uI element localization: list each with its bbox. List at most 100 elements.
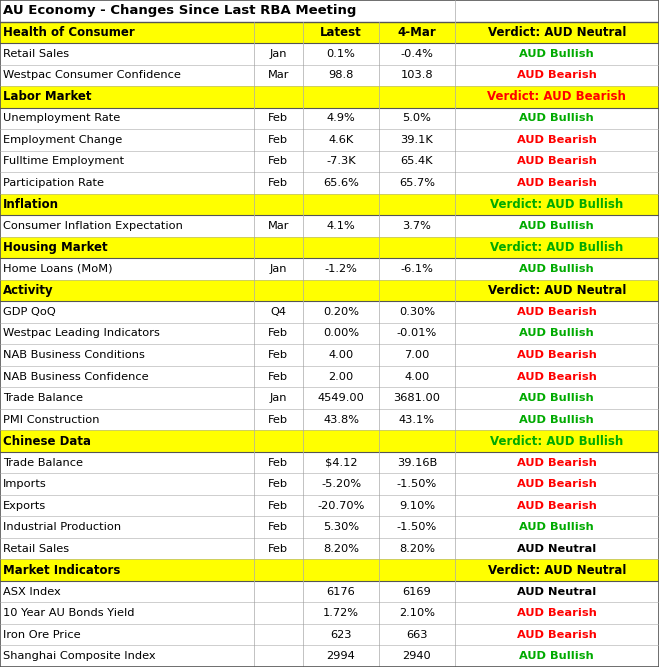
Bar	[455, 624, 659, 646]
Text: 8.20%: 8.20%	[323, 544, 359, 554]
Bar	[0, 129, 455, 151]
Bar	[0, 538, 455, 560]
Bar	[455, 366, 659, 388]
Text: Jan: Jan	[270, 49, 287, 59]
Text: ASX Index: ASX Index	[3, 587, 61, 597]
Text: -0.01%: -0.01%	[397, 329, 437, 338]
Bar	[455, 560, 659, 581]
Text: Inflation: Inflation	[3, 198, 59, 211]
Text: Feb: Feb	[268, 501, 289, 511]
Bar	[455, 409, 659, 430]
Bar	[455, 323, 659, 344]
Text: 43.8%: 43.8%	[323, 415, 359, 425]
Bar	[455, 0, 659, 21]
Bar	[0, 172, 455, 193]
Text: 65.7%: 65.7%	[399, 178, 435, 188]
Bar	[455, 430, 659, 452]
Text: Feb: Feb	[268, 113, 289, 123]
Bar	[455, 237, 659, 258]
Bar	[455, 21, 659, 43]
Text: Trade Balance: Trade Balance	[3, 393, 83, 403]
Text: Iron Ore Price: Iron Ore Price	[3, 630, 81, 640]
Text: 65.6%: 65.6%	[323, 178, 359, 188]
Bar	[0, 409, 455, 430]
Bar	[455, 344, 659, 366]
Text: AUD Bullish: AUD Bullish	[519, 113, 594, 123]
Text: AUD Bearish: AUD Bearish	[517, 178, 597, 188]
Bar	[0, 237, 455, 258]
Text: Verdict: AUD Neutral: Verdict: AUD Neutral	[488, 564, 626, 577]
Bar	[455, 279, 659, 301]
Text: 65.4K: 65.4K	[401, 156, 433, 166]
Text: AUD Bullish: AUD Bullish	[519, 415, 594, 425]
Text: Shanghai Composite Index: Shanghai Composite Index	[3, 651, 156, 661]
Text: 4.6K: 4.6K	[328, 135, 354, 145]
Text: AUD Bullish: AUD Bullish	[519, 651, 594, 661]
Bar	[455, 495, 659, 516]
Text: AUD Bullish: AUD Bullish	[519, 49, 594, 59]
Text: Jan: Jan	[270, 393, 287, 403]
Text: 6169: 6169	[403, 587, 431, 597]
Text: Feb: Feb	[268, 415, 289, 425]
Text: AUD Bearish: AUD Bearish	[517, 479, 597, 489]
Bar	[455, 602, 659, 624]
Bar	[0, 301, 455, 323]
Text: AU Economy - Changes Since Last RBA Meeting: AU Economy - Changes Since Last RBA Meet…	[3, 4, 357, 17]
Text: AUD Bearish: AUD Bearish	[517, 458, 597, 468]
Bar	[455, 129, 659, 151]
Text: 2940: 2940	[403, 651, 431, 661]
Text: AUD Bearish: AUD Bearish	[517, 135, 597, 145]
Text: Verdict: AUD Bearish: Verdict: AUD Bearish	[488, 90, 626, 103]
Text: 4549.00: 4549.00	[318, 393, 364, 403]
Text: 4.1%: 4.1%	[327, 221, 355, 231]
Bar	[0, 43, 455, 65]
Text: 9.10%: 9.10%	[399, 501, 435, 511]
Text: 3681.00: 3681.00	[393, 393, 440, 403]
Text: 39.16B: 39.16B	[397, 458, 437, 468]
Text: GDP QoQ: GDP QoQ	[3, 307, 56, 317]
Text: Feb: Feb	[268, 178, 289, 188]
Text: Unemployment Rate: Unemployment Rate	[3, 113, 121, 123]
Text: PMI Construction: PMI Construction	[3, 415, 100, 425]
Text: Mar: Mar	[268, 70, 289, 80]
Text: 7.00: 7.00	[404, 350, 430, 360]
Text: 0.20%: 0.20%	[323, 307, 359, 317]
Text: Retail Sales: Retail Sales	[3, 49, 69, 59]
Text: 103.8: 103.8	[401, 70, 433, 80]
Bar	[0, 151, 455, 172]
Text: Jan: Jan	[270, 264, 287, 274]
Bar	[0, 646, 455, 667]
Text: Imports: Imports	[3, 479, 47, 489]
Text: 2.10%: 2.10%	[399, 608, 435, 618]
Bar	[0, 215, 455, 237]
Bar	[0, 452, 455, 474]
Text: 39.1K: 39.1K	[401, 135, 433, 145]
Bar	[0, 86, 455, 107]
Text: Verdict: AUD Neutral: Verdict: AUD Neutral	[488, 284, 626, 297]
Text: Feb: Feb	[268, 372, 289, 382]
Text: 43.1%: 43.1%	[399, 415, 435, 425]
Bar	[455, 646, 659, 667]
Text: Exports: Exports	[3, 501, 47, 511]
Text: Retail Sales: Retail Sales	[3, 544, 69, 554]
Text: Fulltime Employment: Fulltime Employment	[3, 156, 125, 166]
Text: 4-Mar: 4-Mar	[397, 26, 436, 39]
Text: AUD Bearish: AUD Bearish	[517, 350, 597, 360]
Text: 0.00%: 0.00%	[323, 329, 359, 338]
Text: AUD Bearish: AUD Bearish	[517, 630, 597, 640]
Text: AUD Bearish: AUD Bearish	[517, 307, 597, 317]
Bar	[0, 560, 455, 581]
Text: AUD Neutral: AUD Neutral	[517, 587, 596, 597]
Bar	[0, 430, 455, 452]
Text: Westpac Consumer Confidence: Westpac Consumer Confidence	[3, 70, 181, 80]
Bar	[455, 151, 659, 172]
Text: 3.7%: 3.7%	[403, 221, 431, 231]
Bar	[455, 107, 659, 129]
Text: 4.00: 4.00	[404, 372, 430, 382]
Bar	[455, 215, 659, 237]
Text: 5.30%: 5.30%	[323, 522, 359, 532]
Text: -1.2%: -1.2%	[325, 264, 357, 274]
Text: Feb: Feb	[268, 458, 289, 468]
Text: Verdict: AUD Neutral: Verdict: AUD Neutral	[488, 26, 626, 39]
Bar	[455, 516, 659, 538]
